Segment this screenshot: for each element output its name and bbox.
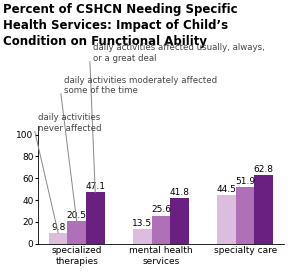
Text: daily activities affected usually, always,
or a great deal: daily activities affected usually, alway… [93, 43, 264, 63]
Text: 51.9: 51.9 [235, 177, 255, 186]
Text: daily activities
never affected: daily activities never affected [38, 113, 101, 133]
Bar [254, 175, 273, 244]
Text: 47.1: 47.1 [85, 182, 105, 191]
Bar [236, 187, 254, 244]
Bar [170, 198, 189, 244]
Text: daily activities moderately affected
some of the time: daily activities moderately affected som… [64, 76, 217, 95]
Bar [86, 192, 104, 244]
Bar [218, 195, 236, 244]
Text: Percent of CSHCN Needing Specific
Health Services: Impact of Child’s
Condition o: Percent of CSHCN Needing Specific Health… [3, 3, 238, 48]
Bar [68, 221, 86, 244]
Bar [49, 233, 68, 244]
Text: 25.6: 25.6 [151, 206, 171, 214]
Text: 41.8: 41.8 [169, 188, 189, 197]
Text: 20.5: 20.5 [67, 211, 87, 220]
Text: 62.8: 62.8 [254, 165, 274, 174]
Bar [133, 229, 152, 244]
Text: 44.5: 44.5 [217, 185, 237, 194]
Bar [152, 216, 170, 244]
Text: 9.8: 9.8 [51, 223, 65, 232]
Text: 13.5: 13.5 [132, 219, 153, 228]
